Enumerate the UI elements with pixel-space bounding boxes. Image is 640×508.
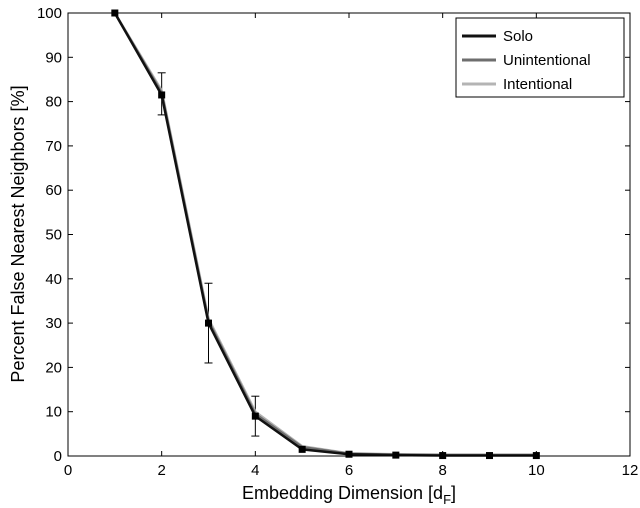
y-tick-label: 40 <box>45 271 62 288</box>
x-tick-label: 12 <box>622 462 639 479</box>
x-tick-label: 10 <box>528 462 545 479</box>
legend-label: Intentional <box>503 76 572 93</box>
legend-label: Unintentional <box>503 52 591 69</box>
legend: Solo Unintentional Intentional <box>455 17 625 98</box>
data-point <box>345 450 353 458</box>
plot-frame <box>67 12 631 457</box>
x-tick-label: 2 <box>157 462 165 479</box>
y-tick-label: 70 <box>45 138 62 155</box>
x-tick-label: 8 <box>438 462 446 479</box>
y-tick-label: 90 <box>45 49 62 66</box>
y-tick-label: 60 <box>45 182 62 199</box>
x-tick-label: 6 <box>345 462 353 479</box>
y-tick-label: 10 <box>45 404 62 421</box>
data-point <box>205 319 212 327</box>
y-tick-label: 100 <box>37 5 62 22</box>
y-tick-label: 0 <box>54 448 62 465</box>
data-point <box>158 91 166 99</box>
legend-label: Solo <box>503 28 533 45</box>
data-point <box>251 412 259 420</box>
x-tick-label: 0 <box>64 462 72 479</box>
y-tick-label: 80 <box>45 94 62 111</box>
y-axis-title: Percent False Nearest Neighbors [%] <box>8 85 28 382</box>
x-tick-label: 4 <box>251 462 259 479</box>
data-point <box>298 445 306 453</box>
data-point <box>392 451 400 459</box>
x-axis-title: Embedding Dimension [dF] <box>242 483 456 507</box>
y-tick-label: 50 <box>45 227 62 244</box>
y-tick-label: 20 <box>45 359 62 376</box>
y-tick-label: 30 <box>45 315 62 332</box>
